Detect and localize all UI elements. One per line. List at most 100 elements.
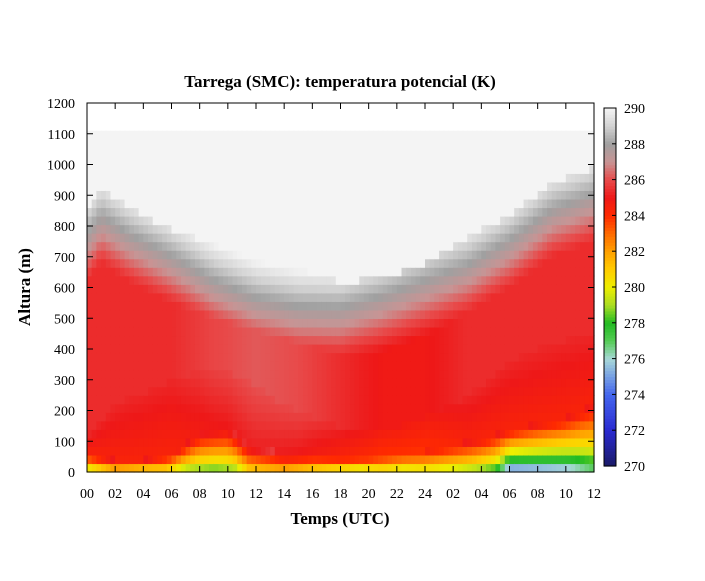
heatmap-cell <box>274 250 281 260</box>
heatmap-cell <box>415 156 421 166</box>
heatmap-cell <box>152 258 159 268</box>
heatmap-cell <box>467 429 473 439</box>
heatmap-cell <box>439 344 445 354</box>
heatmap-cell <box>274 181 281 191</box>
heatmap-cell <box>570 361 576 371</box>
heatmap-cell <box>387 130 393 140</box>
heatmap-cell <box>96 463 102 473</box>
heatmap-cell <box>237 326 243 337</box>
heatmap-cell <box>382 241 389 251</box>
heatmap-cell <box>486 446 492 456</box>
heatmap-cell <box>378 224 384 234</box>
heatmap-cell <box>528 326 534 337</box>
heatmap-cell <box>420 378 426 388</box>
heatmap-cell <box>523 241 529 251</box>
heatmap-cell <box>363 156 370 166</box>
heatmap-cell <box>241 233 248 243</box>
heatmap-cell <box>284 446 290 456</box>
heatmap-cell <box>425 412 431 422</box>
heatmap-cell <box>373 326 379 337</box>
heatmap-cell <box>176 233 182 243</box>
heatmap-cell <box>298 446 304 456</box>
heatmap-cell <box>232 386 238 396</box>
heatmap-cell <box>368 318 374 328</box>
heatmap-cell <box>256 463 262 473</box>
heatmap-cell <box>523 446 529 456</box>
heatmap-cell <box>500 241 506 251</box>
heatmap-cell <box>265 233 271 243</box>
heatmap-cell <box>143 309 149 319</box>
colorbar-segment <box>604 119 616 124</box>
heatmap-cell <box>96 429 102 439</box>
heatmap-cell <box>387 241 393 251</box>
heatmap-cell <box>180 344 187 354</box>
heatmap-cell <box>518 301 525 311</box>
heatmap-cell <box>542 139 548 149</box>
heatmap-cell <box>274 198 281 209</box>
heatmap-cell <box>115 233 121 243</box>
heatmap-cell <box>256 216 262 226</box>
colorbar-segment <box>604 128 616 133</box>
heatmap-cell <box>462 198 468 209</box>
heatmap-cell <box>143 250 149 260</box>
heatmap-cell <box>575 378 581 388</box>
heatmap-cell <box>293 190 299 200</box>
heatmap-cell <box>190 130 196 140</box>
x-tick-label: 12 <box>587 487 601 502</box>
heatmap-cell <box>171 241 177 251</box>
heatmap-cell <box>124 395 130 405</box>
heatmap-cell <box>91 437 97 447</box>
heatmap-cell <box>190 250 196 260</box>
heatmap-cell <box>486 130 492 140</box>
heatmap-cell <box>110 198 116 209</box>
heatmap-cell <box>185 275 191 285</box>
heatmap-cell <box>509 258 515 268</box>
heatmap-cell <box>486 309 492 319</box>
heatmap-cell <box>565 301 572 311</box>
heatmap-cell <box>185 233 191 243</box>
heatmap-cell <box>115 344 121 354</box>
heatmap-cell <box>279 207 285 217</box>
heatmap-cell <box>443 173 450 183</box>
heatmap-cell <box>241 275 248 285</box>
heatmap-cell <box>317 420 323 430</box>
heatmap-cell <box>133 463 140 473</box>
heatmap-cell <box>396 284 403 294</box>
heatmap-cell <box>523 361 529 371</box>
heatmap-cell <box>176 139 182 149</box>
heatmap-cell <box>523 318 529 328</box>
heatmap-cell <box>547 207 553 217</box>
heatmap-cell <box>467 258 473 268</box>
heatmap-cell <box>237 156 243 166</box>
heatmap-cell <box>340 301 346 311</box>
heatmap-cell <box>542 361 548 371</box>
heatmap-cell <box>162 250 168 260</box>
heatmap-cell <box>265 369 271 379</box>
heatmap-cell <box>565 147 572 157</box>
heatmap-cell <box>443 344 450 354</box>
heatmap-cell <box>443 395 450 405</box>
heatmap-cell <box>185 156 191 166</box>
heatmap-cell <box>575 309 581 319</box>
heatmap-cell <box>246 395 252 405</box>
colorbar-segment <box>604 331 616 336</box>
heatmap-cell <box>570 241 576 251</box>
heatmap-cell <box>190 386 196 396</box>
heatmap-cell <box>396 378 403 388</box>
heatmap-cell <box>302 275 309 285</box>
heatmap-cell <box>373 139 379 149</box>
x-axis-label: Temps (UTC) <box>290 509 389 528</box>
heatmap-cell <box>138 352 144 362</box>
heatmap-cell <box>190 395 196 405</box>
heatmap-cell <box>270 412 276 422</box>
heatmap-cell <box>500 386 506 396</box>
x-tick-label: 24 <box>418 487 432 502</box>
heatmap-cell <box>190 164 196 174</box>
heatmap-cell <box>241 224 248 234</box>
heatmap-cell <box>396 344 403 354</box>
heatmap-cell <box>284 198 290 209</box>
heatmap-cell <box>420 318 426 328</box>
colorbar-segment <box>604 152 616 157</box>
heatmap-cell <box>284 216 290 226</box>
heatmap-cell <box>180 258 187 268</box>
